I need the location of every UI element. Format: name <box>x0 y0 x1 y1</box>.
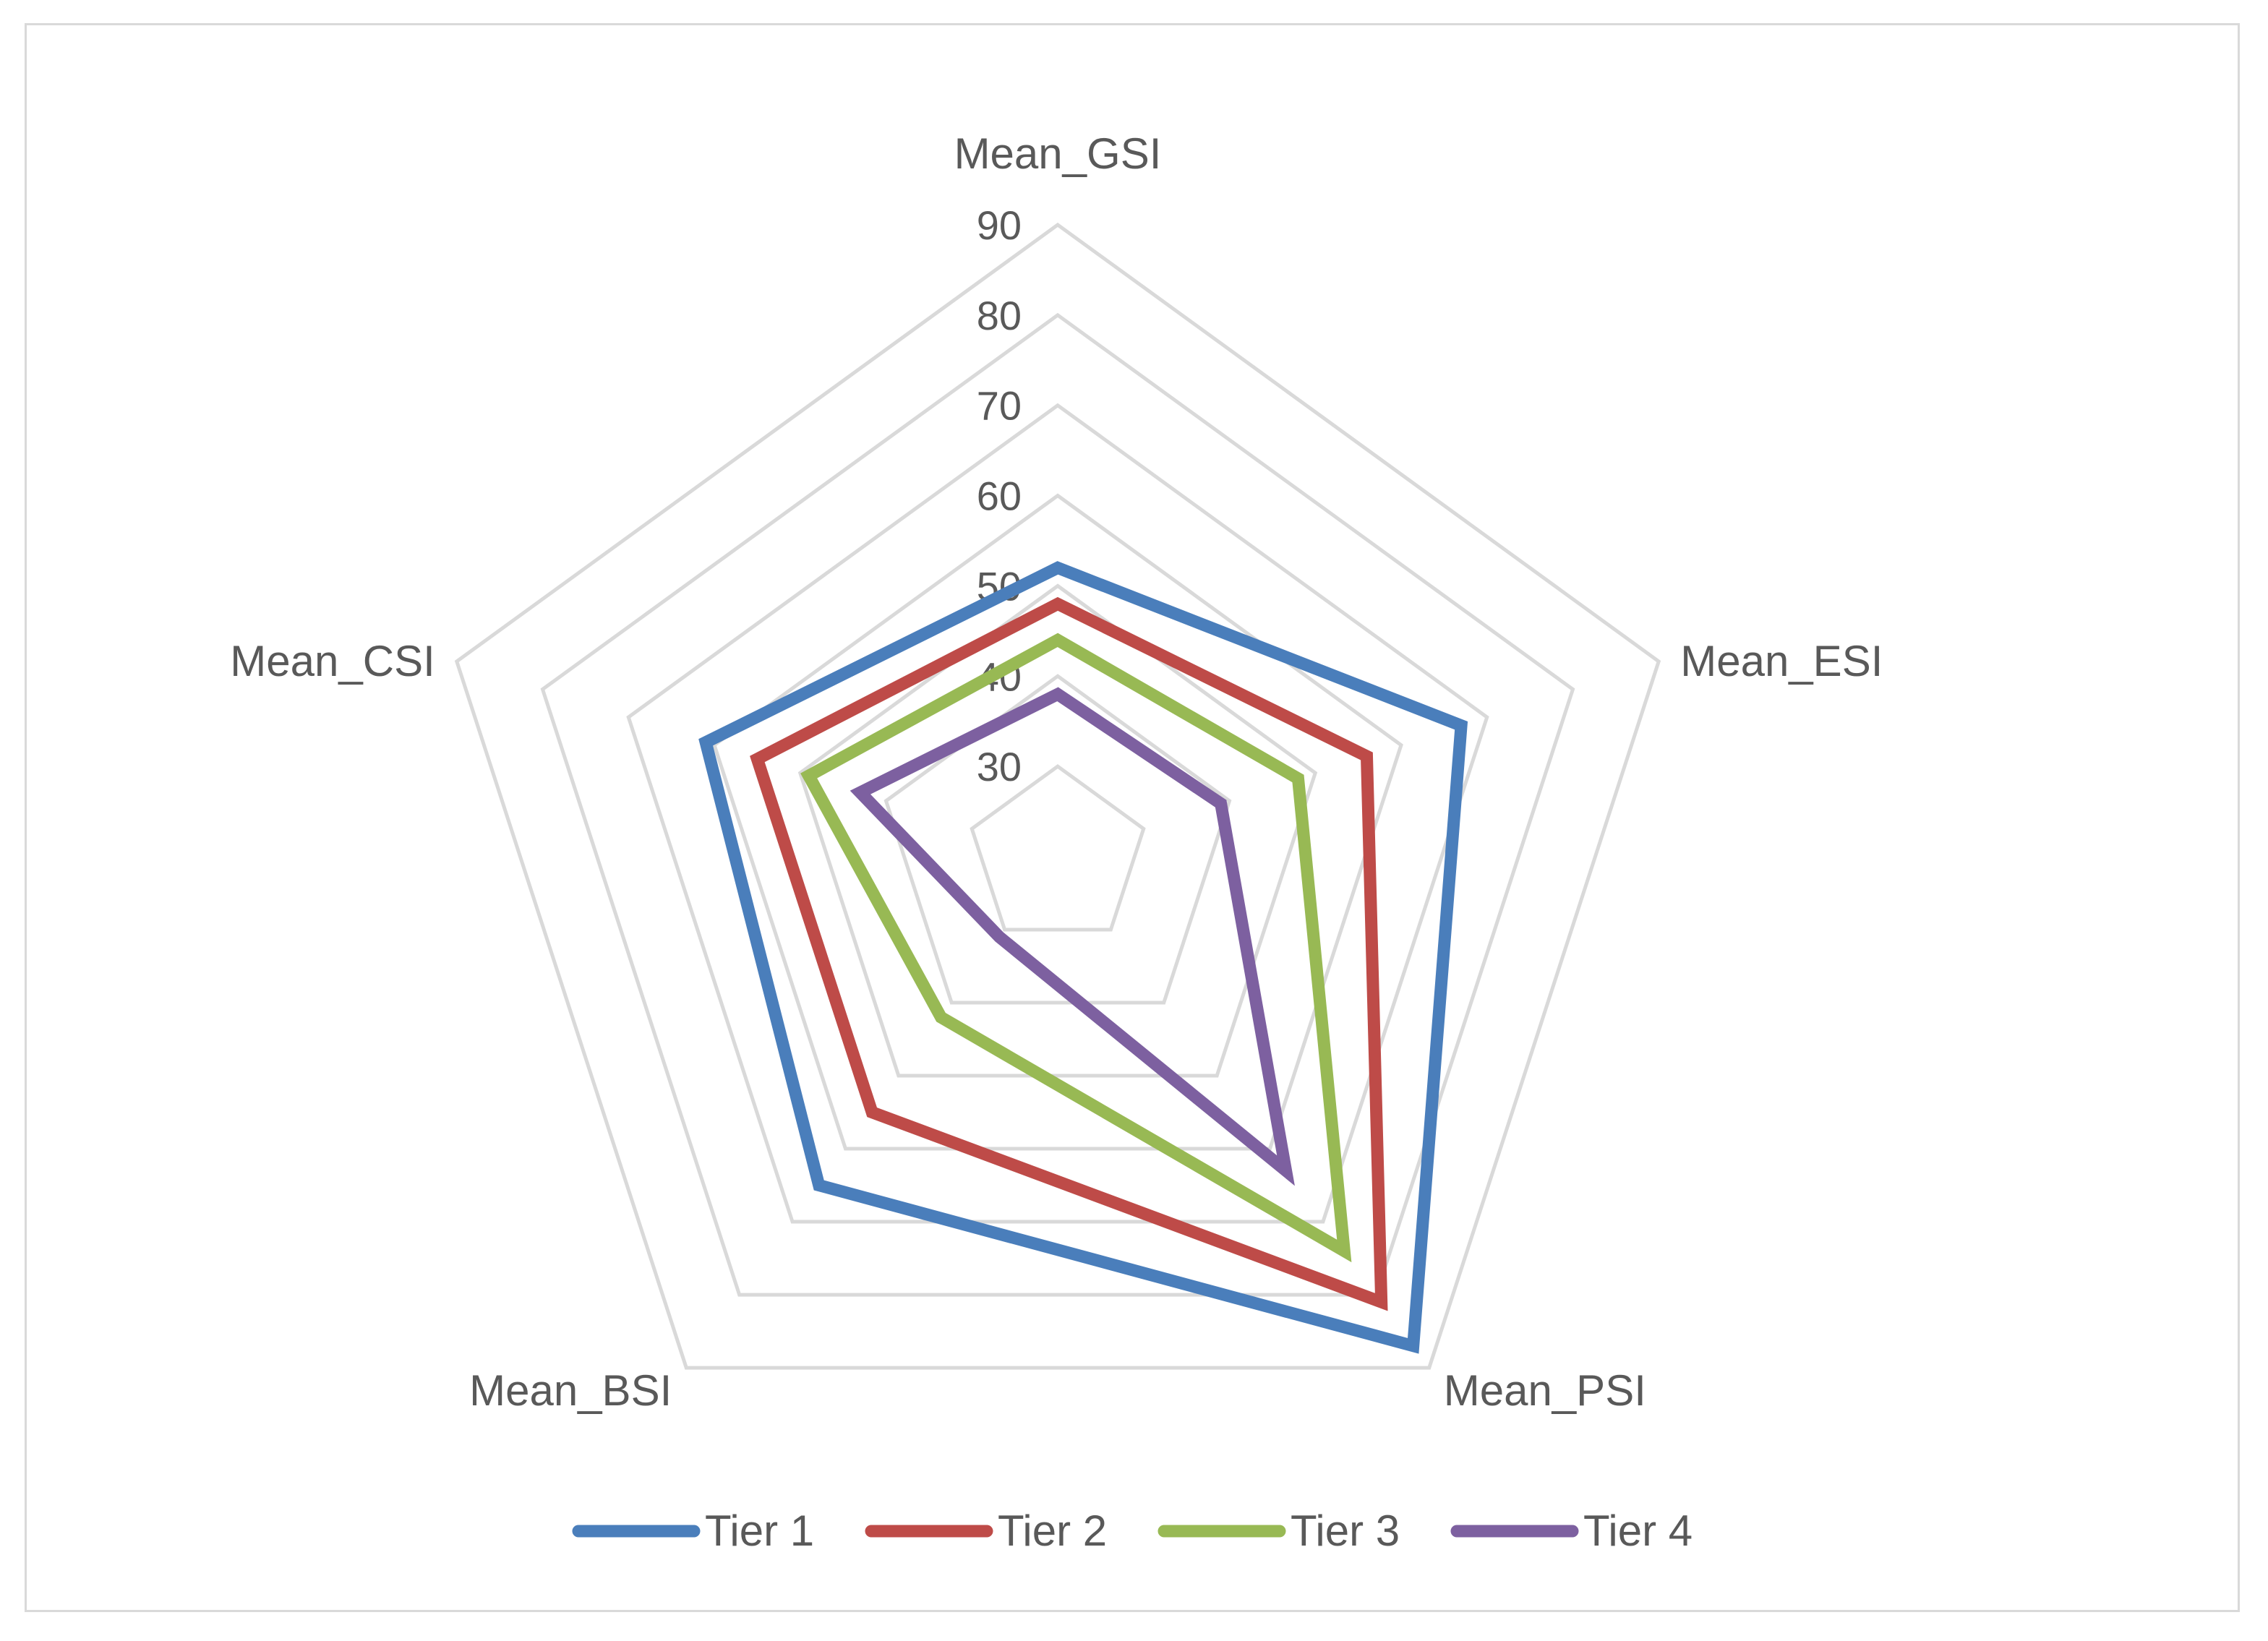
tick-label-90: 90 <box>977 202 1022 248</box>
legend-label-tier-3: Tier 3 <box>1291 1507 1400 1555</box>
series-tier-3 <box>800 633 1352 1263</box>
legend-label-tier-4: Tier 4 <box>1583 1507 1693 1555</box>
axis-label-mean-csi: Mean_CSI <box>230 637 435 685</box>
tick-label-80: 80 <box>977 293 1022 338</box>
grid-ring-70 <box>626 403 1489 1224</box>
axis-label-mean-bsi: Mean_BSI <box>469 1366 672 1415</box>
series-tier-1 <box>698 561 1468 1354</box>
series-layer <box>698 561 1468 1354</box>
grid-ring-90 <box>454 222 1661 1370</box>
series-tier-2 <box>750 596 1388 1311</box>
tick-label-70: 70 <box>977 383 1022 429</box>
tick-label-60: 60 <box>977 474 1022 519</box>
series-tier-4 <box>850 687 1295 1186</box>
axis-label-mean-esi: Mean_ESI <box>1680 637 1883 685</box>
grid-ring-50 <box>797 583 1318 1078</box>
grid-ring-80 <box>540 312 1575 1297</box>
axis-label-mean-gsi: Mean_GSI <box>954 129 1162 178</box>
grid-ring-30 <box>970 764 1146 932</box>
chart-frame <box>25 23 2240 1612</box>
axis-label-mean-psi: Mean_PSI <box>1444 1366 1646 1415</box>
legend-label-tier-1: Tier 1 <box>705 1507 814 1555</box>
grid-ring-40 <box>883 674 1232 1005</box>
legend: Tier 1 Tier 2 Tier 3 Tier 4 <box>572 1507 1693 1555</box>
axis-labels: Mean_GSI Mean_ESI Mean_PSI Mean_BSI Mean_CSI <box>230 129 1883 1415</box>
legend-label-tier-2: Tier 2 <box>998 1507 1107 1555</box>
grid-layer <box>454 222 1661 1370</box>
tick-label-30: 30 <box>977 744 1022 789</box>
